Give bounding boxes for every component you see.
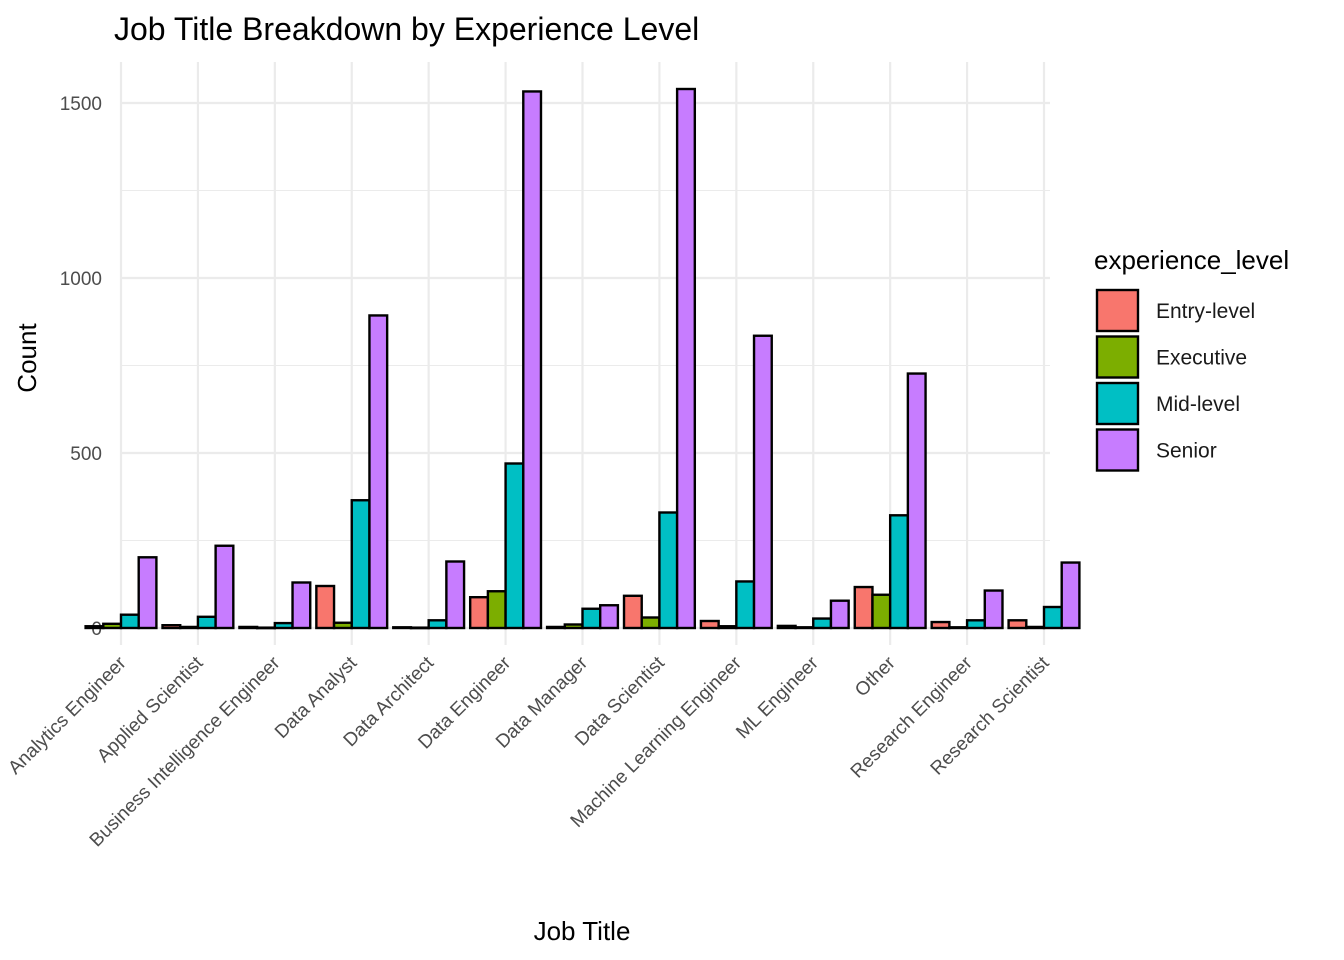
x-axis-title: Job Title [534,916,631,946]
x-tick-label: ML Engineer [732,652,823,743]
bar [563,623,584,630]
bar [812,617,833,630]
legend-key [1095,288,1140,333]
bars [84,87,1081,630]
bar [1025,625,1046,630]
bar [255,626,277,630]
bar [640,616,661,630]
bar [1042,605,1063,630]
bar [776,624,797,630]
bar [1007,619,1028,630]
bar [735,580,756,630]
bar [409,626,430,630]
bar [214,544,235,630]
bar [717,625,738,630]
bar [522,90,543,630]
bar [273,621,294,630]
bar [622,594,643,630]
bar [853,585,874,630]
y-axis-title: Count [12,323,42,393]
bar [948,626,969,630]
bar [102,622,123,630]
bar [427,619,448,630]
bar [752,334,773,630]
bar [137,556,158,630]
legend-label: Executive [1156,347,1247,370]
legend-key [1095,428,1140,472]
y-tick-label: 1000 [60,269,102,290]
bar [965,619,986,630]
bar [84,625,105,630]
bar [315,584,336,630]
bar [119,613,140,630]
y-tick-label: 500 [70,444,102,465]
bar [581,607,602,630]
bar [888,514,910,630]
bar [794,626,815,630]
y-tick-label: 0 [91,619,102,640]
bar [829,599,850,630]
bar [445,560,466,630]
legend: experience_level Entry-level Executive Mid… [1094,245,1289,472]
bar [906,372,927,630]
bar [871,593,892,630]
bar [238,625,259,630]
bar [468,596,490,630]
bar [291,581,312,630]
bar [599,604,620,630]
bar [179,625,200,630]
bar [392,626,413,630]
y-tick-label: 1500 [60,94,102,115]
bar [196,615,217,630]
bar [368,314,389,630]
bar [350,499,371,630]
legend-label: Senior [1156,440,1217,463]
bar [983,589,1004,630]
legend-label: Entry-level [1156,300,1255,323]
y-axis-ticks: 0 500 1000 1500 [60,94,102,640]
bar [545,625,566,630]
legend-title: experience_level [1094,245,1289,275]
bar [332,621,353,630]
bar [504,462,525,630]
bar [161,624,182,630]
bar [675,87,697,630]
bar [486,590,507,630]
legend-key [1095,335,1140,379]
legend-label: Mid-level [1156,393,1240,416]
chart-title: Job Title Breakdown by Experience Level [114,11,699,47]
x-tick-label: Other [851,652,900,701]
bar [658,511,679,630]
legend-key [1095,381,1140,426]
bar [930,620,951,630]
bar [1060,561,1081,630]
bar [699,619,720,630]
